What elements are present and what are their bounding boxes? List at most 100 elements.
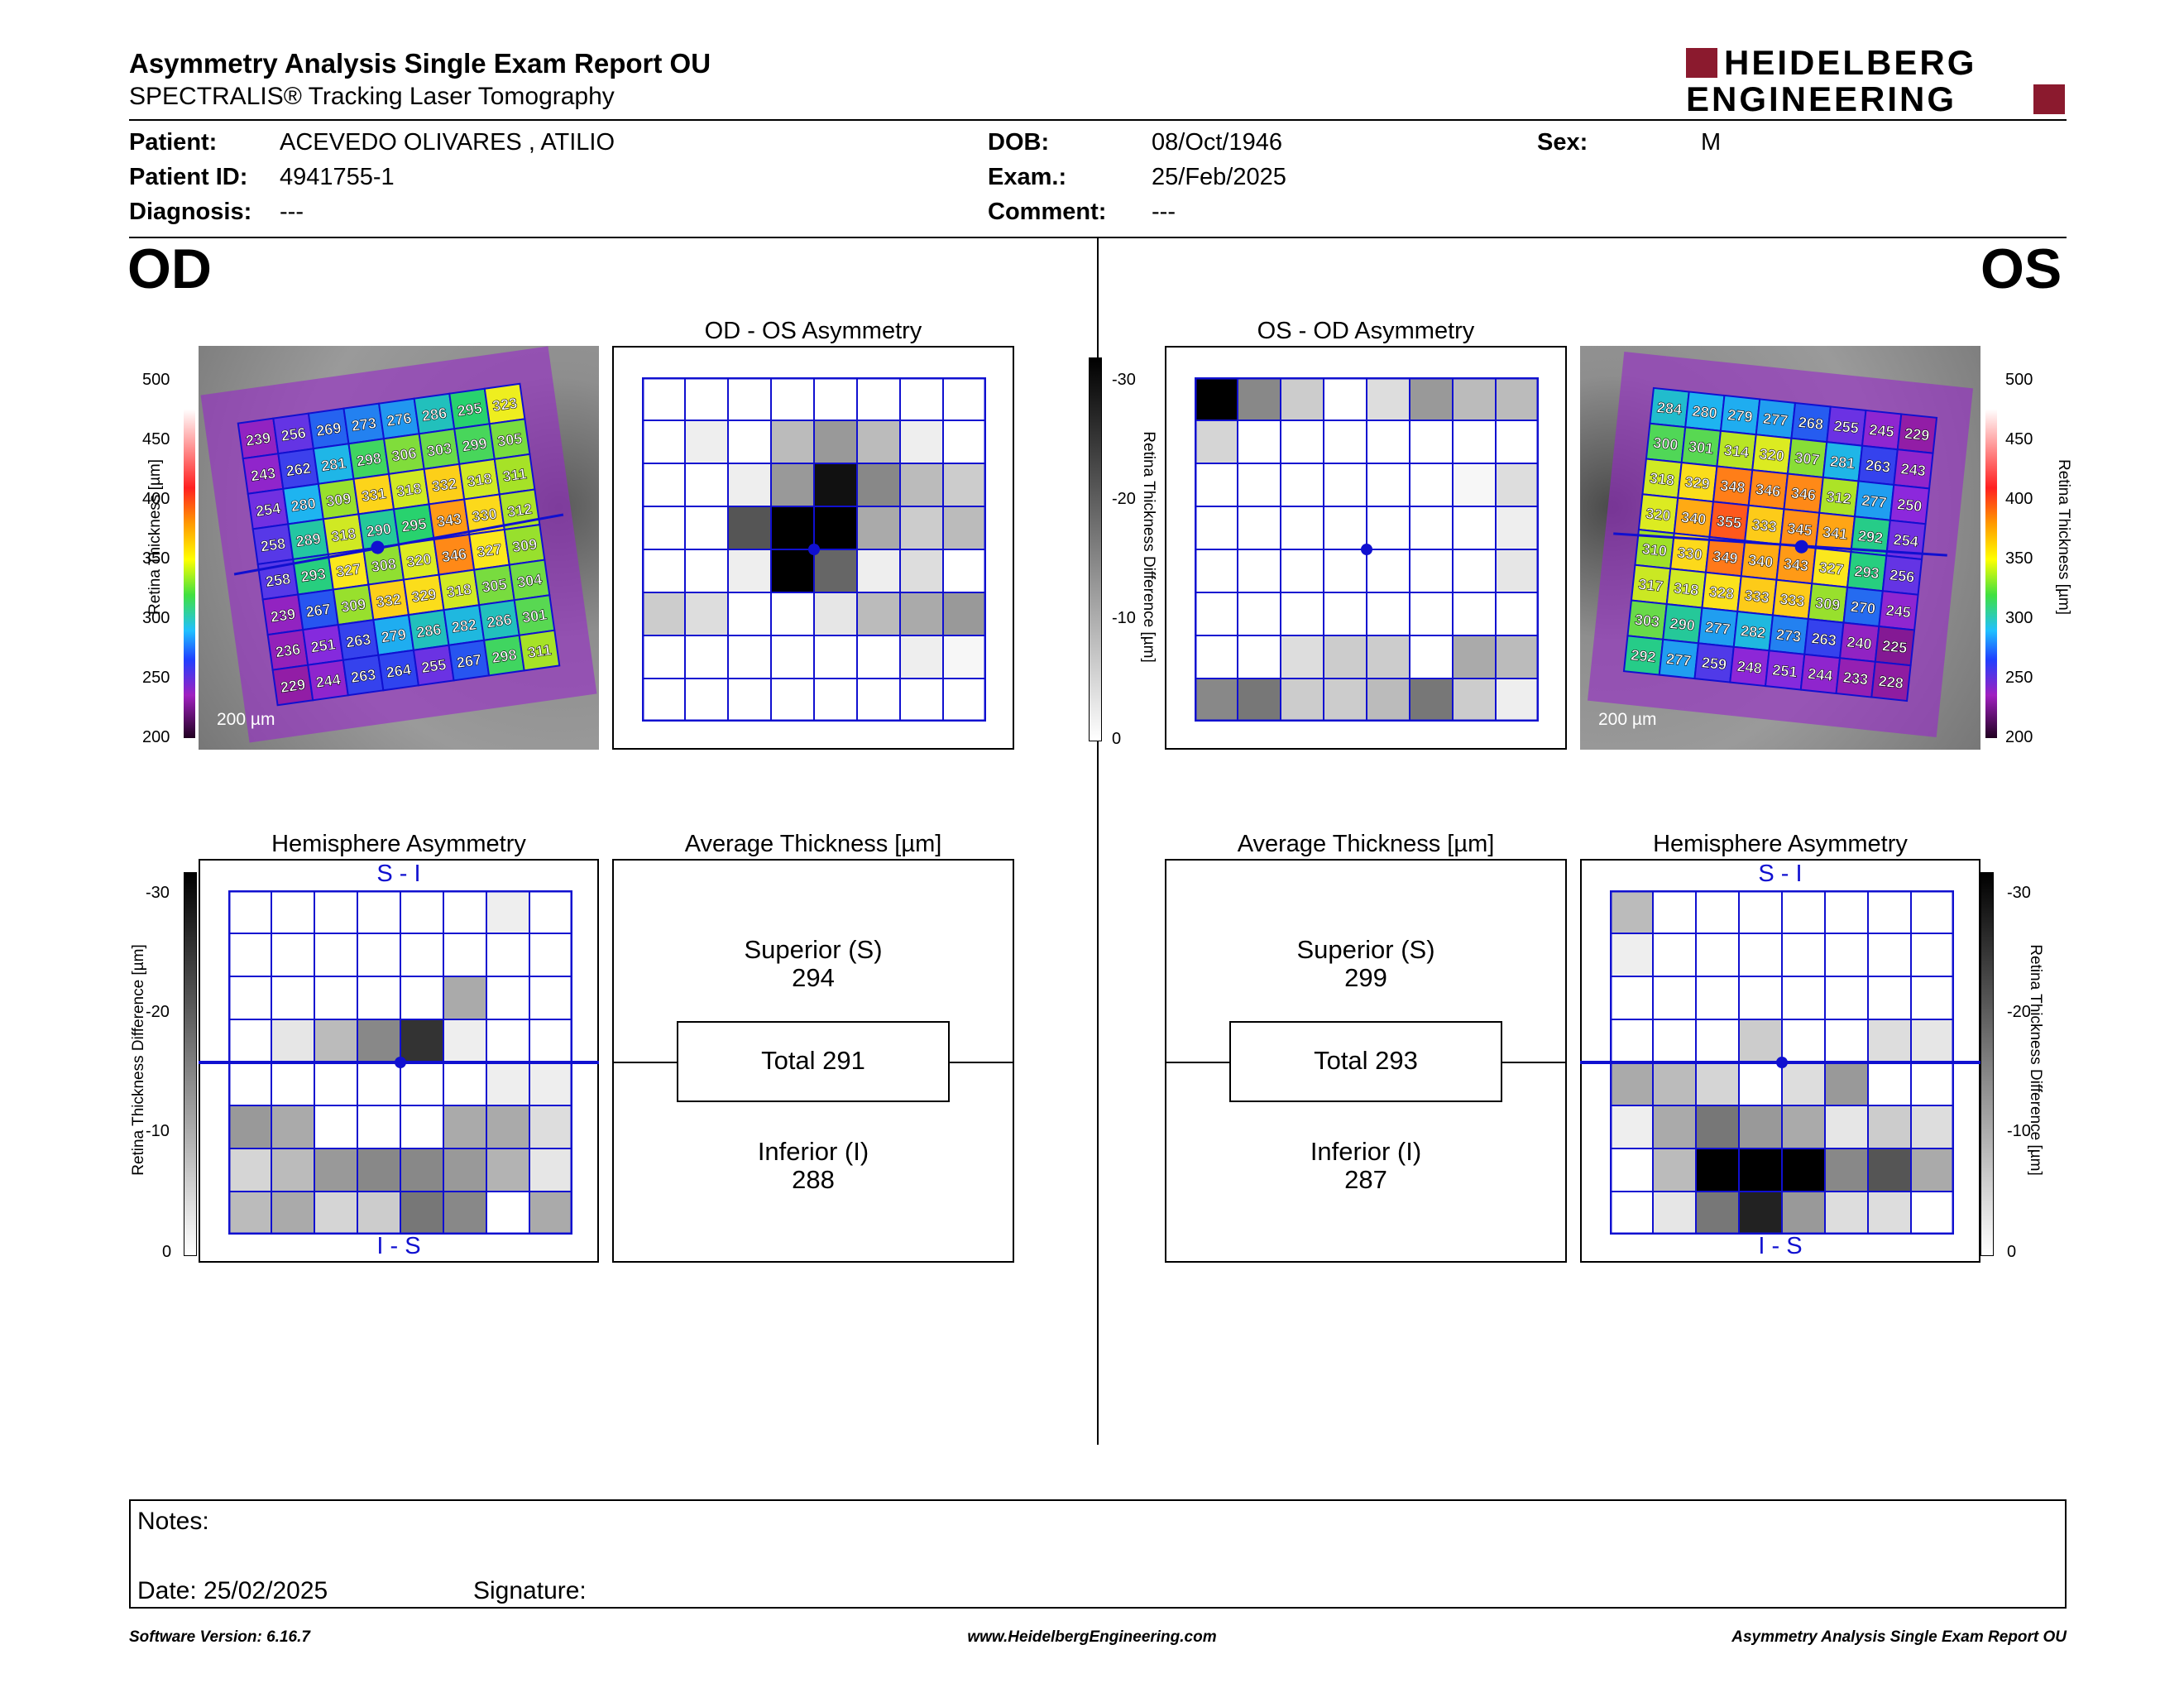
od-hemi-cell-7-7 — [529, 1191, 572, 1235]
os-hemi-cell-1-4 — [1781, 933, 1826, 977]
od-asym-grid — [642, 377, 986, 722]
od-hemi-cell-5-7 — [529, 1105, 572, 1149]
os-hemi-cell-0-0 — [1610, 890, 1654, 934]
od-tick-300: 300 — [142, 609, 170, 627]
od-asym-center-dot — [808, 544, 820, 555]
os-thick-value-1-7: 243 — [1900, 460, 1927, 479]
os-asym-cell-3-7 — [1495, 506, 1539, 550]
os-asym-cell-2-3 — [1323, 463, 1367, 507]
od-hemi-cell-4-2 — [314, 1062, 358, 1106]
od-thickness-colorbar — [184, 381, 195, 738]
os-thick-value-5-3: 333 — [1744, 587, 1770, 606]
notes-box[interactable]: Notes: Date: 25/02/2025 Signature: — [129, 1499, 2067, 1609]
os-hemi-cell-6-3 — [1738, 1148, 1783, 1192]
od-thick-value-1-4: 306 — [390, 445, 418, 465]
od-asym-cell-3-6 — [899, 506, 944, 550]
os-hemi-cell-2-0 — [1610, 976, 1654, 1020]
od-thick-value-5-6: 305 — [481, 576, 508, 596]
od-hemi-tick-30: -30 — [146, 884, 170, 902]
od-hemi-cell-7-6 — [486, 1191, 530, 1235]
os-asym-cell-6-0 — [1195, 635, 1238, 679]
od-asym-cell-0-5 — [856, 377, 901, 421]
od-hemi-cell-5-0 — [228, 1105, 272, 1149]
footer-website[interactable]: www.HeidelbergEngineering.com — [967, 1628, 1217, 1646]
od-asym-cell-1-5 — [856, 420, 901, 464]
od-thick-value-3-1: 289 — [295, 530, 322, 550]
od-thick-value-3-6: 330 — [471, 506, 498, 525]
os-thick-value-5-4: 333 — [1779, 591, 1806, 610]
od-thick-value-3-5: 343 — [436, 511, 463, 530]
sex-label: Sex: — [1537, 129, 1588, 156]
os-thick-rotated-grid: 284 280 279 277 268 255 245 229 300 301 314 320 307 2… — [1588, 352, 1973, 737]
os-hemi-cell-4-6 — [1867, 1062, 1912, 1106]
od-asym-border — [642, 377, 986, 722]
os-asym-cell-5-1 — [1237, 592, 1281, 636]
logo-square-bottom — [2033, 84, 2065, 114]
os-hemi-cell-5-5 — [1824, 1105, 1869, 1149]
od-asym-cell-7-6 — [899, 678, 944, 722]
od-hemi-cell-0-2 — [314, 890, 358, 934]
os-hemi-cell-4-0 — [1610, 1062, 1654, 1106]
os-asym-cell-1-2 — [1280, 420, 1324, 464]
os-eye-label: OS — [1980, 237, 2062, 300]
os-thick-value-6-2: 277 — [1705, 619, 1731, 638]
os-hemi-grid — [1610, 890, 1954, 1235]
od-thick-value-6-1: 251 — [309, 635, 337, 655]
os-hemi-tick-20: -20 — [2007, 1003, 2031, 1021]
os-asym-cell-0-5 — [1409, 377, 1454, 421]
od-thick-value-6-6: 286 — [486, 611, 513, 631]
os-thick-value-5-5: 309 — [1814, 594, 1841, 613]
od-thick-value-0-7: 323 — [491, 395, 519, 415]
od-hemi-bottom-label: I - S — [376, 1233, 421, 1259]
os-thick-value-2-1: 329 — [1684, 473, 1711, 492]
od-hemi-midline — [199, 1061, 599, 1064]
od-thick-value-4-5: 346 — [441, 545, 468, 565]
os-asym-cell-6-4 — [1366, 635, 1410, 679]
os-hemi-bottom-label: I - S — [1758, 1233, 1803, 1259]
os-thick-value-1-3: 320 — [1759, 445, 1785, 464]
od-asym-cell-7-4 — [813, 678, 858, 722]
od-asym-cell-1-1 — [684, 420, 729, 464]
os-thick-value-4-5: 327 — [1818, 559, 1845, 578]
od-thick-value-3-2: 318 — [330, 525, 357, 545]
os-hemi-cell-1-3 — [1738, 933, 1783, 977]
os-thick-value-1-0: 300 — [1652, 434, 1679, 453]
od-thick-value-0-5: 286 — [421, 405, 448, 424]
od-thick-value-5-5: 318 — [446, 581, 473, 601]
os-thick-value-0-4: 268 — [1798, 414, 1824, 433]
od-asym-cell-3-7 — [942, 506, 986, 550]
od-hemi-cell-2-1 — [271, 976, 315, 1020]
os-asym-cell-4-2 — [1280, 549, 1324, 593]
os-hemi-cell-5-7 — [1910, 1105, 1954, 1149]
od-hemi-cell-2-7 — [529, 976, 572, 1020]
os-asym-cell-2-0 — [1195, 463, 1238, 507]
od-thick-value-5-4: 329 — [410, 586, 438, 606]
os-asym-cell-5-3 — [1323, 592, 1367, 636]
os-thick-value-3-1: 340 — [1680, 509, 1707, 528]
od-hemi-cell-4-3 — [357, 1062, 401, 1106]
os-asym-cell-4-7 — [1495, 549, 1539, 593]
od-thick-value-1-3: 298 — [356, 450, 383, 470]
od-thick-value-7-3: 264 — [386, 661, 413, 681]
os-hemi-cell-5-6 — [1867, 1105, 1912, 1149]
od-hemi-cell-3-4 — [400, 1019, 444, 1063]
od-asym-cell-4-5 — [856, 549, 901, 593]
os-inferior-value: 287 — [1344, 1165, 1387, 1194]
od-asym-cell-5-7 — [942, 592, 986, 636]
os-hemi-cell-3-7 — [1910, 1019, 1954, 1063]
os-thick-value-5-6: 270 — [1850, 598, 1876, 617]
od-hemi-tick-0: 0 — [162, 1243, 172, 1261]
os-superior-value: 299 — [1344, 963, 1387, 992]
os-hemi-cell-1-0 — [1610, 933, 1654, 977]
od-asym-cell-3-1 — [684, 506, 729, 550]
od-thick-value-2-1: 280 — [290, 495, 317, 515]
os-hemi-cell-0-7 — [1910, 890, 1954, 934]
os-thick-value-6-4: 273 — [1775, 626, 1802, 645]
os-inferior-label: Inferior (I) — [1310, 1137, 1422, 1166]
od-hemi-cell-6-7 — [529, 1148, 572, 1192]
od-hemi-cell-2-4 — [400, 976, 444, 1020]
os-asym-cell-2-7 — [1495, 463, 1539, 507]
od-asym-cell-4-2 — [727, 549, 772, 593]
od-hemi-cell-7-1 — [271, 1191, 315, 1235]
